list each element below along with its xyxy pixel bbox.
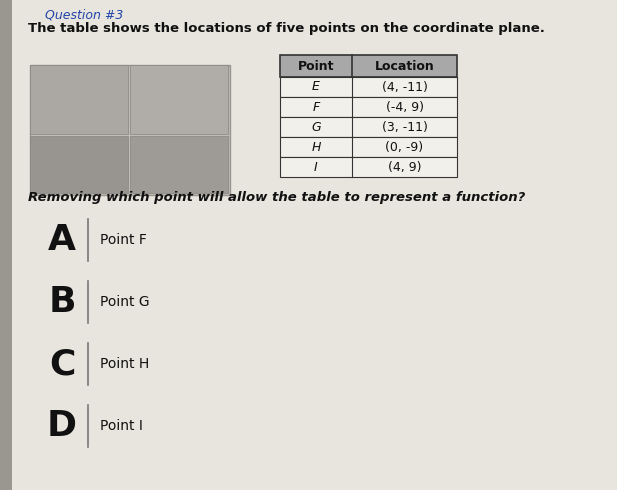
Text: Point G: Point G [100, 295, 150, 309]
Text: C: C [49, 347, 75, 381]
Text: (4, 9): (4, 9) [387, 161, 421, 173]
Bar [30, 65, 128, 134]
Bar [280, 97, 457, 117]
Text: (3, -11): (3, -11) [381, 121, 428, 133]
Bar [280, 55, 457, 77]
Text: B: B [48, 285, 76, 319]
Text: Question #3: Question #3 [45, 8, 123, 21]
Text: H: H [312, 141, 321, 153]
Text: Point I: Point I [100, 419, 143, 433]
Text: Location: Location [375, 59, 434, 73]
Text: D: D [47, 409, 77, 443]
Text: Point: Point [298, 59, 334, 73]
Bar [30, 136, 128, 193]
Bar [280, 157, 457, 177]
Text: G: G [311, 121, 321, 133]
Bar [280, 77, 457, 97]
Bar [0, 0, 12, 490]
Bar [280, 137, 457, 157]
Text: Removing which point will allow the table to represent a function?: Removing which point will allow the tabl… [28, 191, 525, 204]
Text: E: E [312, 80, 320, 94]
Bar [280, 117, 457, 137]
Text: Point H: Point H [100, 357, 149, 371]
Bar [130, 136, 228, 193]
Text: (4, -11): (4, -11) [381, 80, 428, 94]
Text: I: I [314, 161, 318, 173]
Text: Point F: Point F [100, 233, 147, 247]
Text: (-4, 9): (-4, 9) [386, 100, 423, 114]
Bar [130, 65, 228, 134]
Text: A: A [48, 223, 76, 257]
Text: F: F [312, 100, 320, 114]
Text: (0, -9): (0, -9) [386, 141, 423, 153]
Text: The table shows the locations of five points on the coordinate plane.: The table shows the locations of five po… [28, 22, 545, 35]
Bar [30, 65, 230, 195]
